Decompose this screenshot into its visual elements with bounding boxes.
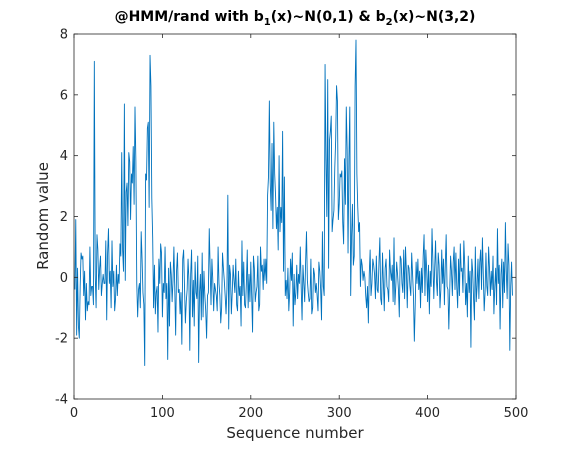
x-tick-label: 200 <box>238 406 263 421</box>
y-tick-label: -4 <box>55 393 68 408</box>
series-line-1 <box>74 39 513 366</box>
x-tick-label: 300 <box>327 406 352 421</box>
x-tick-label: 500 <box>504 406 529 421</box>
title-part-3: (x)~N(3,2) <box>393 9 476 25</box>
y-tick-label: -2 <box>55 332 68 347</box>
title-part-2: (x)~N(0,1) & b <box>271 9 386 25</box>
title-subscript-1: 1 <box>264 17 271 28</box>
y-axis-label: Random value <box>34 162 52 270</box>
series-layer <box>74 39 513 366</box>
x-tick-label: 0 <box>70 406 78 421</box>
y-tick-label: 8 <box>60 28 68 43</box>
x-tick-label: 400 <box>415 406 440 421</box>
title-part-1: @HMM/rand with b <box>115 9 264 25</box>
y-tick-label: 2 <box>60 210 68 225</box>
title-subscript-2: 2 <box>386 17 393 28</box>
y-tick-label: 4 <box>60 149 68 164</box>
plot-area <box>74 34 516 399</box>
y-tick-label: 0 <box>60 271 68 286</box>
x-axis-label: Sequence number <box>226 424 364 442</box>
x-tick-label: 100 <box>150 406 175 421</box>
y-tick-label: 6 <box>60 88 68 103</box>
chart-title: @HMM/rand with b1(x)~N(0,1) & b2(x)~N(3,… <box>115 9 476 28</box>
tick-layer: 0 100 200 300 400 500 -4 -2 0 2 4 6 8 <box>55 28 528 422</box>
